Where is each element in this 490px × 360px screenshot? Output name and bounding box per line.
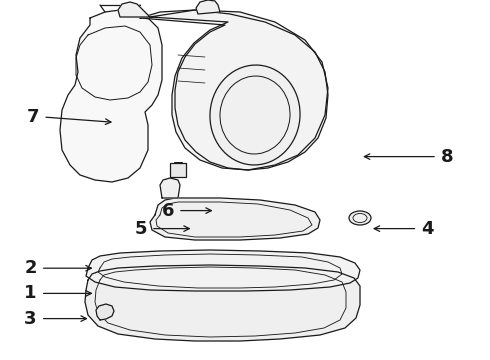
Polygon shape bbox=[86, 250, 360, 291]
Text: 8: 8 bbox=[441, 148, 454, 166]
Polygon shape bbox=[150, 10, 328, 170]
Polygon shape bbox=[196, 0, 220, 14]
Polygon shape bbox=[160, 178, 180, 198]
Text: 3: 3 bbox=[24, 310, 37, 328]
Text: 6: 6 bbox=[161, 202, 174, 220]
Polygon shape bbox=[118, 2, 150, 17]
FancyBboxPatch shape bbox=[170, 163, 186, 177]
Text: 2: 2 bbox=[24, 259, 37, 277]
Ellipse shape bbox=[349, 211, 371, 225]
Polygon shape bbox=[60, 10, 162, 182]
Polygon shape bbox=[96, 304, 114, 320]
Text: 5: 5 bbox=[134, 220, 147, 238]
Polygon shape bbox=[150, 198, 320, 240]
Text: 4: 4 bbox=[421, 220, 434, 238]
Text: 1: 1 bbox=[24, 284, 37, 302]
Polygon shape bbox=[140, 10, 328, 170]
Ellipse shape bbox=[210, 65, 300, 165]
Text: 7: 7 bbox=[26, 108, 39, 126]
Polygon shape bbox=[85, 265, 360, 341]
